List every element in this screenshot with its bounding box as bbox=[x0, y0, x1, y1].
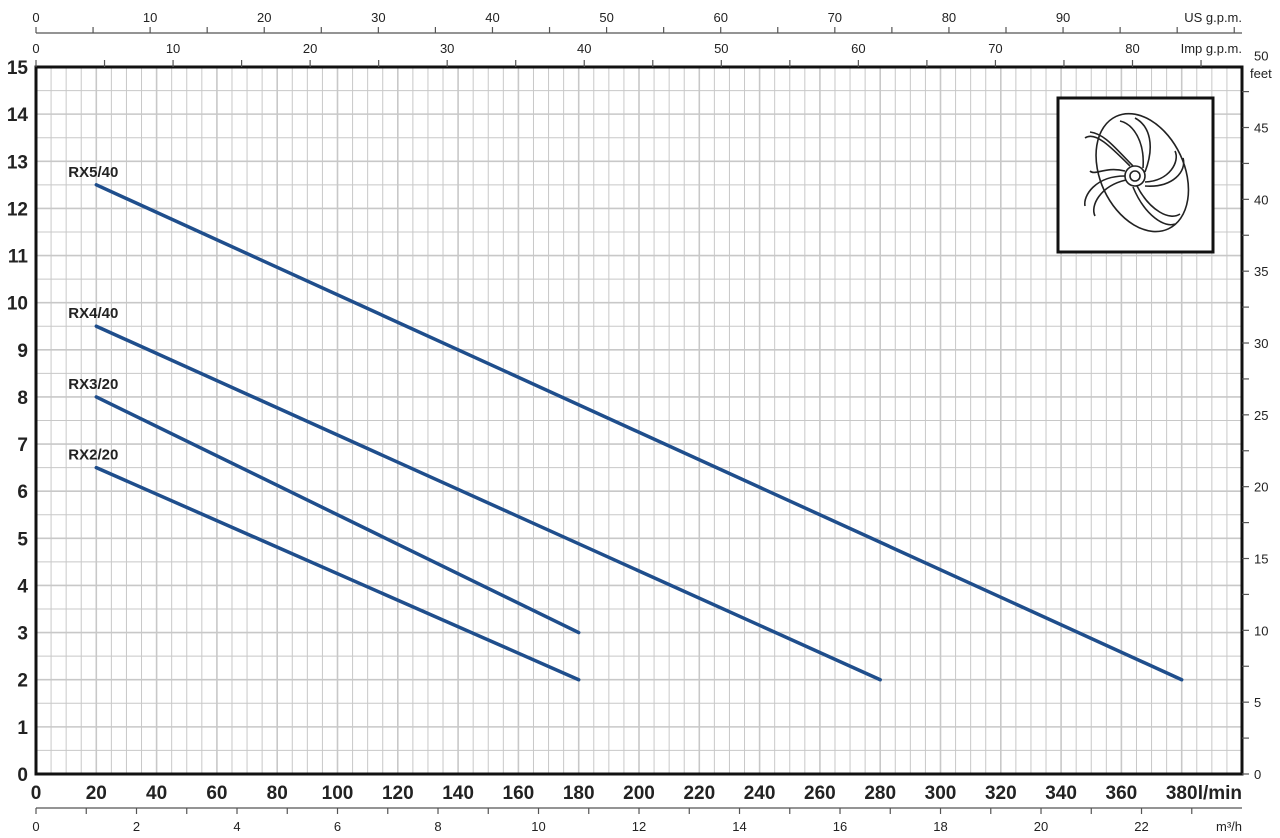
m3h-tick-label: 6 bbox=[334, 819, 341, 834]
y-tick-label: 3 bbox=[17, 624, 28, 645]
m3h-tick-label: 14 bbox=[732, 819, 746, 834]
y-tick-label: 11 bbox=[8, 247, 29, 268]
x-tick-label: 260 bbox=[804, 783, 836, 804]
imp-gpm-tick-label: 30 bbox=[440, 41, 454, 56]
imp-gpm-tick-label: 50 bbox=[714, 41, 728, 56]
us-gpm-tick-label: 50 bbox=[599, 10, 613, 25]
x-tick-label: 360 bbox=[1106, 783, 1138, 804]
imp-gpm-tick-label: 80 bbox=[1125, 41, 1139, 56]
x-tick-label: 280 bbox=[864, 783, 896, 804]
us-gpm-tick-label: 60 bbox=[713, 10, 727, 25]
curves: RX5/40 RX4/40 RX3/20 RX2/20 bbox=[68, 164, 1184, 682]
curve-rx3-20 bbox=[94, 395, 581, 635]
x-tick-label: 0 bbox=[31, 783, 42, 804]
y-tick-label: 9 bbox=[17, 341, 28, 362]
x-tick-label: 300 bbox=[925, 783, 957, 804]
x-tick-label: 40 bbox=[146, 783, 167, 804]
x-tick-label: 200 bbox=[623, 783, 655, 804]
series-label: RX4/40 bbox=[68, 305, 118, 322]
x-tick-label: 240 bbox=[744, 783, 776, 804]
y-tick-label: 10 bbox=[7, 294, 28, 315]
imp-gpm-tick-label: 20 bbox=[303, 41, 317, 56]
y-tick-label: 6 bbox=[17, 482, 28, 503]
y-tick-label: 7 bbox=[17, 435, 28, 456]
y-tick-label: 15 bbox=[7, 58, 29, 79]
us-gpm-tick-label: 30 bbox=[371, 10, 385, 25]
curve-rx4-40 bbox=[94, 324, 882, 682]
imp-gpm-axis-label: Imp g.p.m. bbox=[1181, 41, 1242, 56]
m3h-tick-label: 20 bbox=[1034, 819, 1048, 834]
m3h-tick-label: 0 bbox=[32, 819, 39, 834]
series-label: RX5/40 bbox=[68, 164, 118, 181]
us-gpm-tick-label: 40 bbox=[485, 10, 499, 25]
y-tick-label: 8 bbox=[17, 388, 28, 409]
us-gpm-tick-label: 90 bbox=[1056, 10, 1070, 25]
feet-tick-label: 40 bbox=[1254, 192, 1268, 207]
m3h-tick-label: 10 bbox=[531, 819, 545, 834]
feet-tick-label: 35 bbox=[1254, 264, 1268, 279]
grid bbox=[36, 67, 1242, 774]
us-gpm-tick-label: 80 bbox=[942, 10, 956, 25]
x-tick-label: 140 bbox=[442, 783, 474, 804]
impeller-inset bbox=[1056, 96, 1215, 254]
curve-rx2-20 bbox=[94, 465, 581, 682]
imp-gpm-tick-label: 40 bbox=[577, 41, 591, 56]
feet-tick-label: 15 bbox=[1254, 552, 1268, 567]
y-tick-label: 14 bbox=[7, 105, 29, 126]
impeller-icon bbox=[1084, 112, 1190, 233]
y-tick-label: 13 bbox=[7, 152, 28, 173]
y-tick-label: 5 bbox=[17, 529, 28, 550]
m3h-tick-label: 8 bbox=[434, 819, 441, 834]
m3h-tick-label: 18 bbox=[933, 819, 947, 834]
x-tick-label: 180 bbox=[563, 783, 595, 804]
curve-rx5-40 bbox=[94, 183, 1184, 682]
y-tick-label: 2 bbox=[17, 671, 28, 692]
y-tick-label: 12 bbox=[7, 199, 28, 220]
m3h-tick-label: 16 bbox=[833, 819, 847, 834]
us-gpm-tick-label: 10 bbox=[143, 10, 157, 25]
x-tick-label: 100 bbox=[322, 783, 354, 804]
imp-gpm-tick-label: 0 bbox=[32, 41, 39, 56]
y-tick-label: 0 bbox=[17, 765, 28, 786]
imp-gpm-tick-label: 70 bbox=[988, 41, 1002, 56]
feet-tick-label: 30 bbox=[1254, 336, 1268, 351]
feet-tick-label: 50 bbox=[1254, 49, 1268, 64]
feet-axis-label: feet bbox=[1250, 66, 1272, 81]
x-axis-label: l/min bbox=[1198, 783, 1242, 804]
us-gpm-axis-label: US g.p.m. bbox=[1184, 10, 1242, 25]
us-gpm-tick-label: 0 bbox=[32, 10, 39, 25]
m3h-axis-label: m³/h bbox=[1216, 819, 1242, 834]
x-tick-label: 320 bbox=[985, 783, 1017, 804]
y-tick-label: 4 bbox=[17, 576, 28, 597]
us-gpm-tick-label: 70 bbox=[828, 10, 842, 25]
x-tick-label: 220 bbox=[683, 783, 715, 804]
x-tick-label: 160 bbox=[503, 783, 535, 804]
imp-gpm-tick-label: 10 bbox=[166, 41, 180, 56]
x-tick-label: 380 bbox=[1166, 783, 1198, 804]
y-tick-label: 1 bbox=[17, 718, 28, 739]
feet-tick-label: 25 bbox=[1254, 408, 1268, 423]
series-label: RX3/20 bbox=[68, 376, 118, 393]
x-tick-label: 120 bbox=[382, 783, 414, 804]
x-tick-label: 80 bbox=[267, 783, 288, 804]
us-gpm-tick-label: 20 bbox=[257, 10, 271, 25]
m3h-tick-label: 2 bbox=[133, 819, 140, 834]
x-tick-label: 20 bbox=[86, 783, 107, 804]
feet-tick-label: 0 bbox=[1254, 767, 1261, 782]
feet-tick-label: 5 bbox=[1254, 695, 1261, 710]
x-tick-label: 60 bbox=[206, 783, 227, 804]
feet-tick-label: 10 bbox=[1254, 623, 1268, 638]
m3h-tick-label: 4 bbox=[233, 819, 240, 834]
m3h-tick-label: 12 bbox=[632, 819, 646, 834]
x-tick-label: 340 bbox=[1045, 783, 1077, 804]
series-label: RX2/20 bbox=[68, 447, 118, 464]
feet-tick-label: 20 bbox=[1254, 480, 1268, 495]
feet-tick-label: 45 bbox=[1254, 121, 1268, 136]
m3h-tick-label: 22 bbox=[1134, 819, 1148, 834]
imp-gpm-tick-label: 60 bbox=[851, 41, 865, 56]
plot-frame bbox=[34, 65, 1244, 776]
